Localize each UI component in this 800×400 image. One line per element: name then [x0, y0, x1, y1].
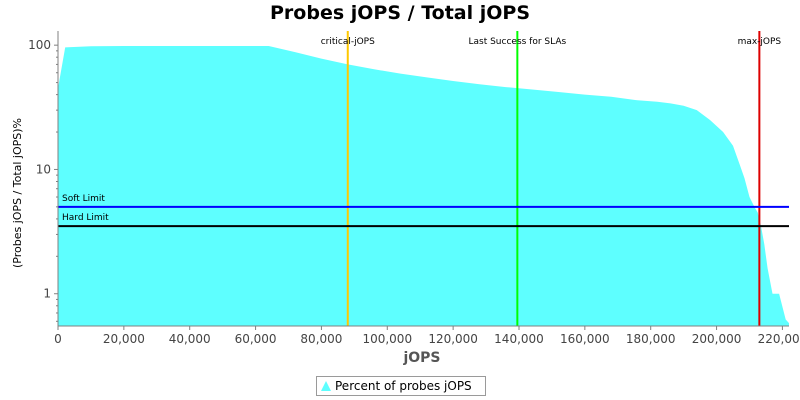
- y-tick-label: 10: [36, 162, 51, 176]
- chart-title: Probes jOPS / Total jOPS: [270, 2, 530, 24]
- y-axis-label: (Probes jOPS / Total jOPS)%: [11, 118, 24, 268]
- x-axis-label: jOPS: [402, 350, 440, 366]
- legend: Percent of probes jOPS: [316, 376, 486, 396]
- x-tick-label: 200,000: [692, 332, 742, 346]
- legend-label: Percent of probes jOPS: [335, 379, 472, 393]
- legend-swatch: [321, 381, 331, 391]
- limit-label-3: Soft Limit: [62, 194, 105, 204]
- limit-label-4: Hard Limit: [62, 213, 109, 223]
- x-tick-label: 80,000: [300, 332, 342, 346]
- x-tick-label: 160,000: [560, 332, 610, 346]
- x-tick-label: 120,000: [428, 332, 478, 346]
- y-tick-label: 100: [28, 38, 51, 52]
- marker-label-0: critical-jOPS: [321, 37, 375, 47]
- x-tick-label: 0: [54, 332, 62, 346]
- x-tick-label: 60,000: [235, 332, 277, 346]
- x-tick-label: 20,000: [103, 332, 145, 346]
- x-tick-label: 100,000: [362, 332, 412, 346]
- series-area-0: [58, 46, 789, 326]
- marker-label-1: Last Success for SLAs: [468, 37, 566, 47]
- x-tick-label: 40,000: [169, 332, 211, 346]
- x-tick-label: 180,000: [626, 332, 676, 346]
- x-tick-label: 220,000: [758, 332, 800, 346]
- x-tick-label: 140,000: [494, 332, 544, 346]
- plot-layer: critical-jOPS Last Success for SLAs max-jO…: [58, 31, 789, 326]
- y-tick-label: 1: [43, 287, 51, 301]
- axes-layer: 0 20,000 40,000 60,000 80,000 100,000 120,000 1…: [28, 31, 800, 346]
- marker-label-2: max-jOPS: [738, 37, 782, 47]
